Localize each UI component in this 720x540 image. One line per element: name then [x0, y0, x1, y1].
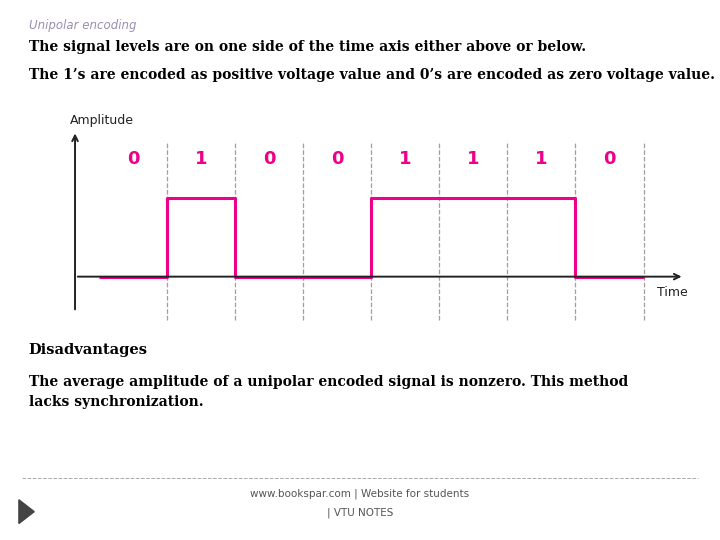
- Text: 1: 1: [467, 150, 480, 168]
- Text: 1: 1: [535, 150, 548, 168]
- Text: 0: 0: [127, 150, 139, 168]
- Text: 0: 0: [331, 150, 343, 168]
- Text: Amplitude: Amplitude: [71, 114, 134, 127]
- Text: www.bookspar.com | Website for students: www.bookspar.com | Website for students: [251, 489, 469, 499]
- Text: The 1’s are encoded as positive voltage value and 0’s are encoded as zero voltag: The 1’s are encoded as positive voltage …: [29, 68, 715, 82]
- Text: 0: 0: [263, 150, 275, 168]
- Text: The signal levels are on one side of the time axis either above or below.: The signal levels are on one side of the…: [29, 40, 586, 55]
- Text: 1: 1: [194, 150, 207, 168]
- Text: 0: 0: [603, 150, 616, 168]
- Text: | VTU NOTES: | VTU NOTES: [327, 508, 393, 518]
- Text: Disadvantages: Disadvantages: [29, 343, 148, 357]
- Text: Unipolar encoding: Unipolar encoding: [29, 19, 136, 32]
- Polygon shape: [19, 500, 35, 524]
- Text: The average amplitude of a unipolar encoded signal is nonzero. This method
lacks: The average amplitude of a unipolar enco…: [29, 375, 628, 409]
- Text: 1: 1: [399, 150, 412, 168]
- Text: Time: Time: [657, 286, 688, 299]
